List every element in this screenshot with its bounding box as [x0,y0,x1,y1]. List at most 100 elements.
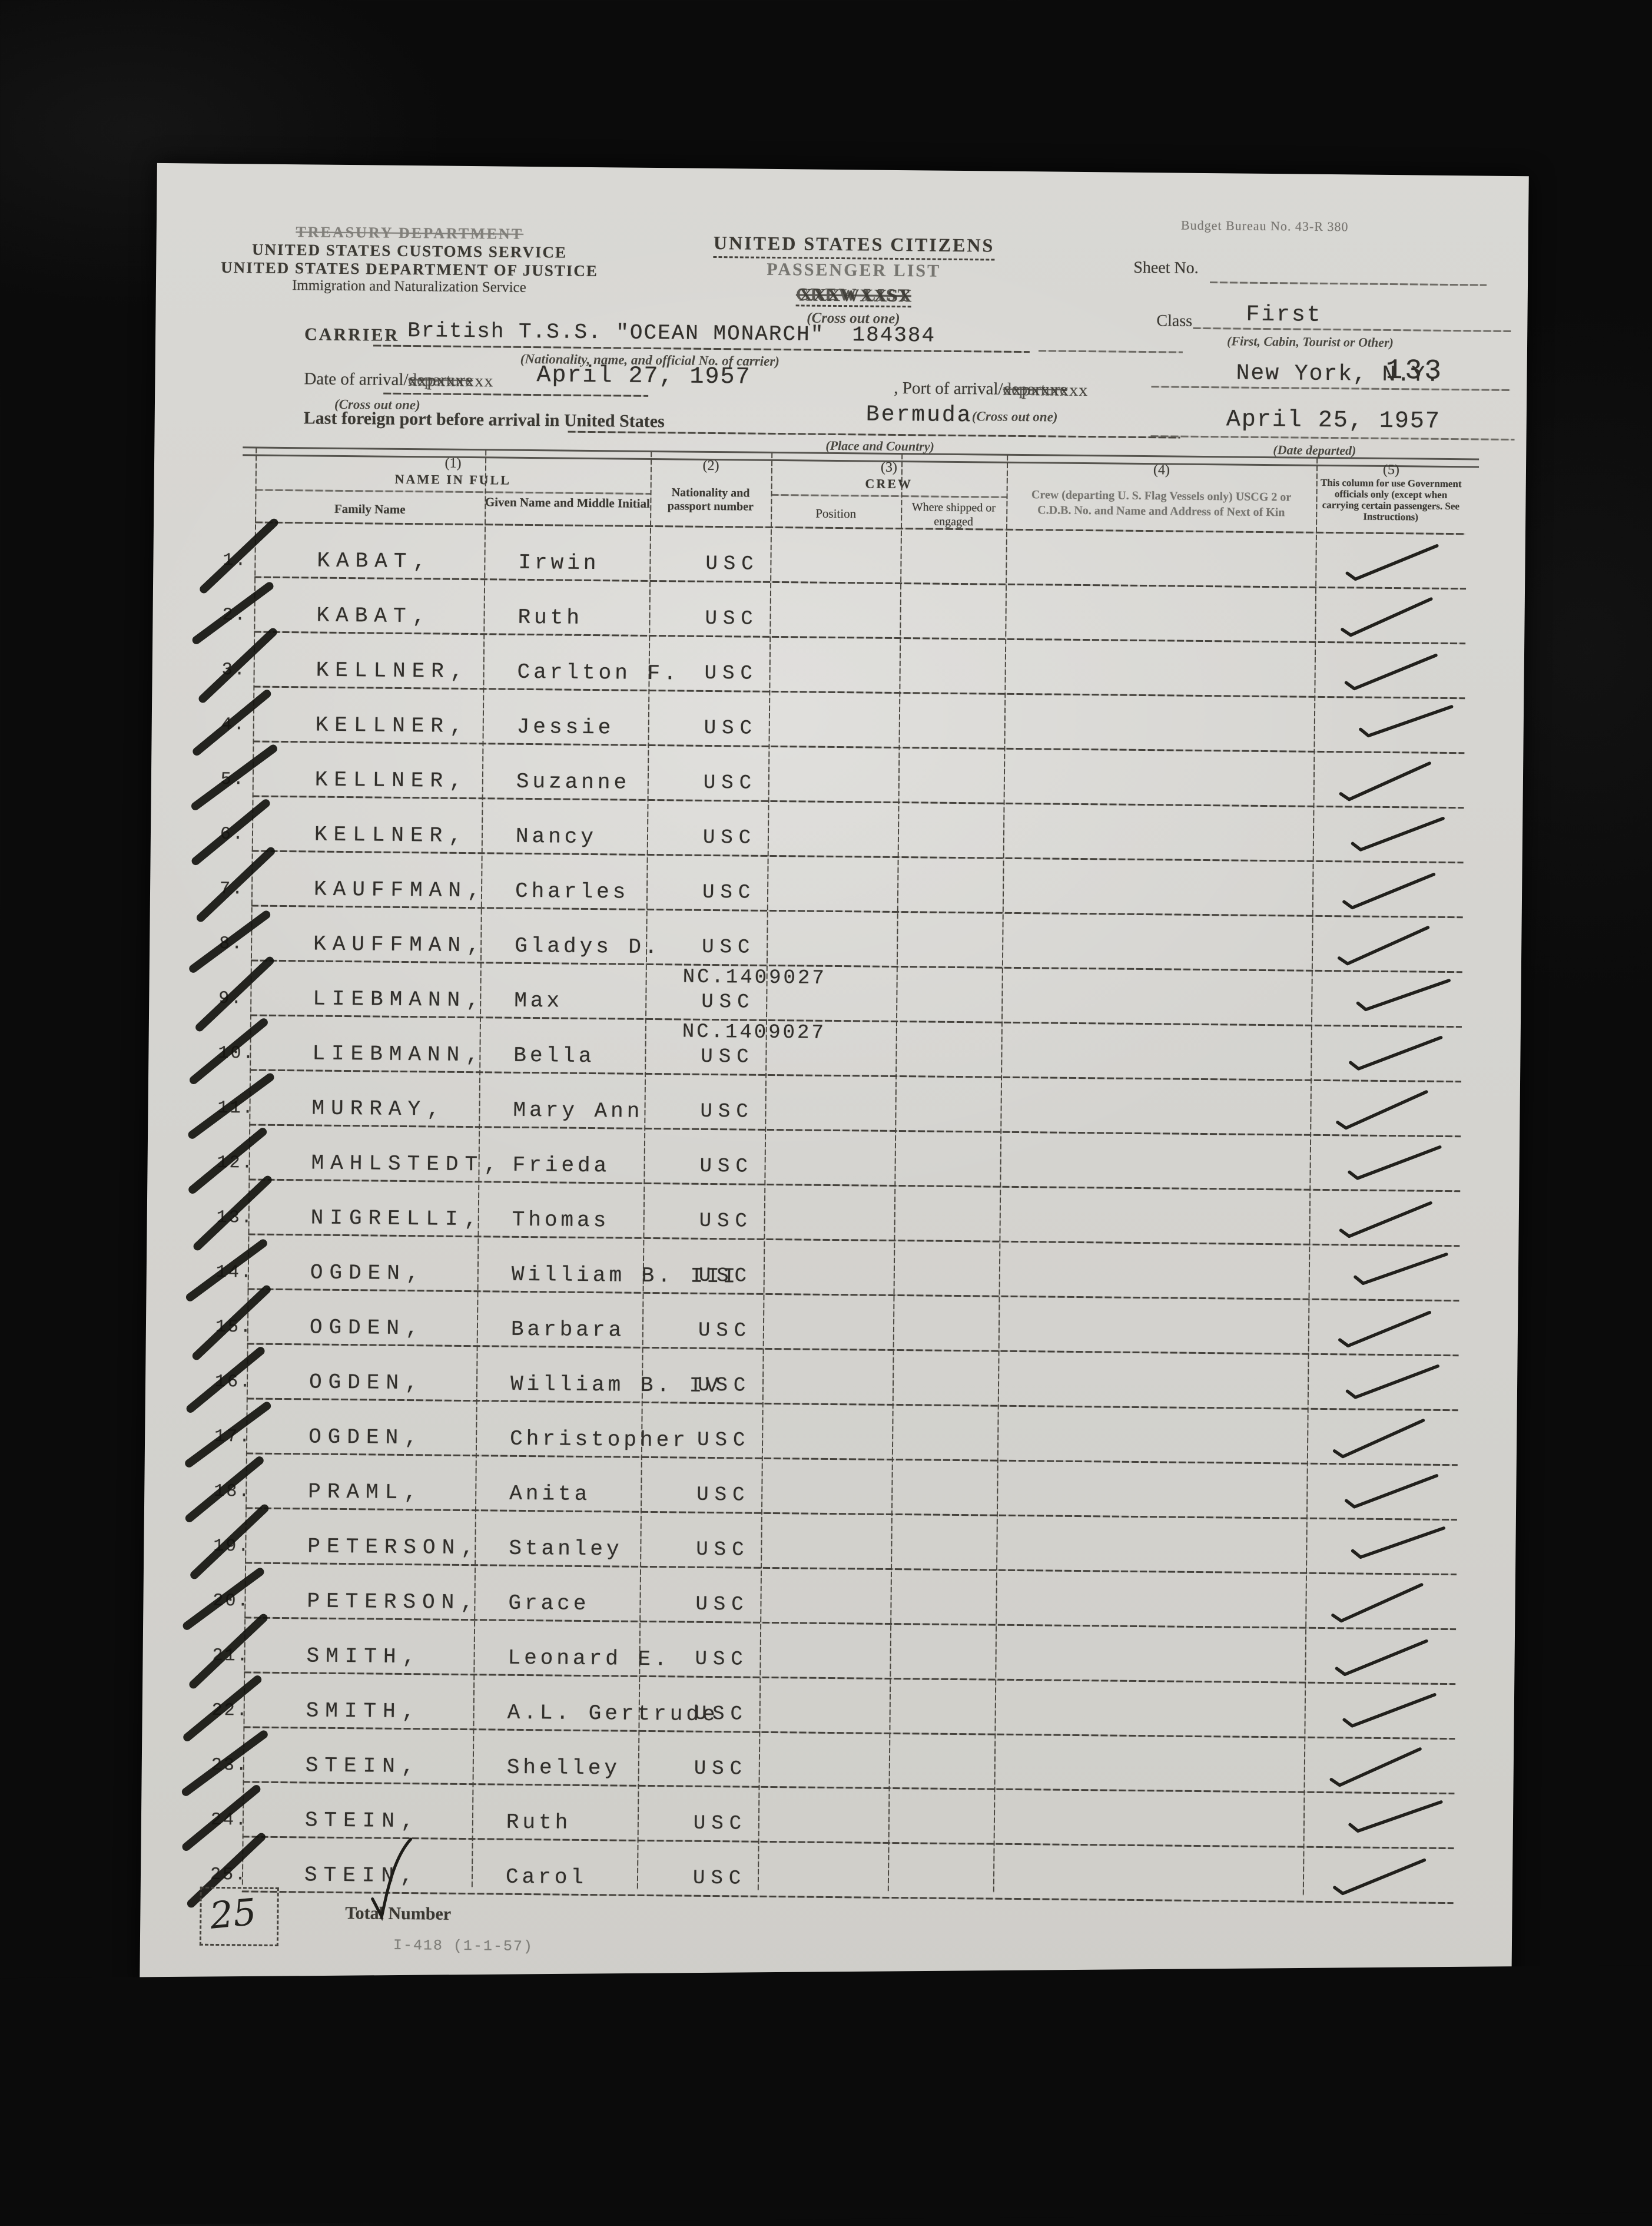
port-cross-hint: (Cross out one) [971,409,1058,425]
family-name-cell: LIEBMANN, [313,986,486,1013]
table-row: 12. MAHLSTEDT, Frieda USC [147,1125,1520,1195]
given-name-cell: Grace [508,1591,590,1616]
check-mark-icon [1345,1791,1448,1843]
check-mark-icon [1345,1029,1447,1079]
table-row: 10. LIEBMANN, Bella NC.1409027 USC [148,1015,1521,1086]
crew-header: CREW [865,476,913,492]
nationality-cell: USC [696,1538,750,1562]
departure-struck: departure xxpxxxxxx [408,370,494,391]
row-dashed-line [241,1890,1454,1904]
sheet-no-label: Sheet No. [1133,258,1199,277]
given-name-cell: A.L. Gertrude [507,1700,719,1727]
col5-number: (5) [1382,462,1400,478]
given-name-cell: William B. IV [510,1372,722,1399]
check-mark-icon [1328,1580,1429,1628]
given-name-cell: Thomas [512,1207,610,1233]
given-name-cell: Suzanne [516,769,631,795]
nationality-cell: USC [695,1648,749,1671]
nationality-cell: USC [704,662,759,685]
carrier-value: British T.S.S. "OCEAN MONARCH" 184384 [407,318,936,348]
family-name-cell: KABAT, [317,548,433,574]
nationality-cell: USC [699,1155,754,1178]
form-number: I-418 (1-1-57) [393,1936,534,1956]
given-name-cell: Christopher [509,1426,689,1453]
position-header: Position [815,506,857,521]
check-mark-icon [1342,1358,1444,1407]
family-name-cell: OGDEN, [308,1370,424,1396]
table-row: 20. PETERSON, Grace USC [143,1563,1515,1632]
family-name-cell: KELLNER, [315,713,469,739]
check-mark-icon [1326,1744,1427,1793]
total-number-value: 25 [208,1890,258,1937]
given-name-cell: Gladys D. [514,933,661,960]
given-name-cell: Stanley [509,1536,623,1562]
check-mark-icon [1341,1468,1443,1517]
table-row: 16. OGDEN, William B. IV USC [145,1344,1518,1415]
stamp-justice-line: UNITED STATES DEPARTMENT OF JUSTICE [221,258,599,280]
given-name-cell: Carol [505,1864,588,1890]
next-of-kin-header: Crew (departing U. S. Flag Vessels only)… [1031,488,1292,519]
where-shipped-header: Where shipped or engaged [911,501,996,529]
nationality-header: Nationality and passport number [667,486,754,514]
table-row: 23. STEIN, Shelley USC [142,1727,1514,1798]
scanned-passenger-list-sheet: TREASURY DEPARTMENT UNITED STATES CUSTOM… [140,163,1529,1999]
arrival-date-underline [383,392,649,397]
nationality-cell: USC [701,936,756,959]
passport-number-cell: NC.1409027 [682,966,827,990]
sheet-no-blank-line [1210,281,1487,286]
table-row: 4. KELLNER, Jessie USC [151,687,1524,757]
nationality-cell: USC [705,552,759,576]
check-mark-icon [1333,923,1435,971]
check-mark-icon [1337,594,1438,642]
stamp-treasury-line: TREASURY DEPARTMENT [296,223,524,243]
class-options-hint: (First, Cabin, Tourist or Other) [1226,333,1394,350]
table-row: 3. KELLNER, Carlton F. USC [152,626,1524,705]
check-mark-icon [1352,970,1455,1022]
given-name-cell: Ruth [518,605,583,630]
given-name-cell: Charles [515,879,629,905]
table-row: 24. STEIN, Ruth USC [141,1782,1514,1853]
col4-number: (4) [1153,462,1170,478]
check-mark-icon [1339,869,1440,916]
nationality-cell: USC [701,1045,755,1069]
family-name-cell: STEIN, [305,1753,421,1779]
port-departure-struck: departure xxpxxxxxx [1003,379,1089,400]
family-name-cell: KELLNER, [314,822,468,849]
given-name-cell: Bella [513,1043,595,1069]
given-name-cell: Ruth [506,1810,572,1835]
class-value: First [1246,302,1322,328]
nationality-cell: USC [698,1264,753,1288]
check-mark-icon [1341,650,1442,697]
col1-header-rule [255,489,651,495]
check-mark-icon [1330,1854,1431,1902]
table-row: 13. NIGRELLI, Thomas USC [147,1174,1519,1253]
class-label: Class [1156,312,1193,330]
family-name-cell: KELLNER, [316,658,470,684]
family-name-cell: OGDEN, [310,1260,426,1286]
check-mark-icon [1329,1416,1430,1464]
check-mark-icon [1344,1139,1446,1188]
title-citizens: UNITED STATES CITIZENS [713,231,995,261]
table-row: 11. MURRAY, Mary Ann USC [148,1070,1520,1141]
nationality-cell: USC [696,1429,751,1452]
given-name-cell: Irwin [518,550,600,576]
family-name-cell: KELLNER, [314,767,469,794]
family-name-cell: STEIN, [304,1808,420,1834]
nationality-cell: USC [694,1702,749,1726]
table-row: 25. STEIN, Carol USC [141,1831,1513,1910]
given-name-cell: Shelley [506,1755,621,1781]
col3-number: (3) [880,459,898,475]
family-name-cell: OGDEN, [308,1425,424,1450]
table-row: 14. OGDEN, William B. III USC [147,1234,1519,1303]
family-name-cell: LIEBMANN, [312,1041,486,1068]
arrival-date-value: April 27, 1957 [536,362,751,391]
family-name-cell: SMITH, [306,1698,422,1724]
family-name-cell: PETERSON, [307,1589,480,1615]
date-departed-value: April 25, 1957 [1226,406,1441,435]
table-row: 2. KABAT, Ruth USC [152,577,1525,646]
table-row: 6. KELLNER, Nancy USC [151,796,1523,867]
table-row: 5. KELLNER, Suzanne USC [151,741,1524,812]
family-name-cell: PRAML, [308,1479,424,1505]
nationality-cell: USC [703,771,758,795]
check-mark-icon [1336,1197,1437,1244]
